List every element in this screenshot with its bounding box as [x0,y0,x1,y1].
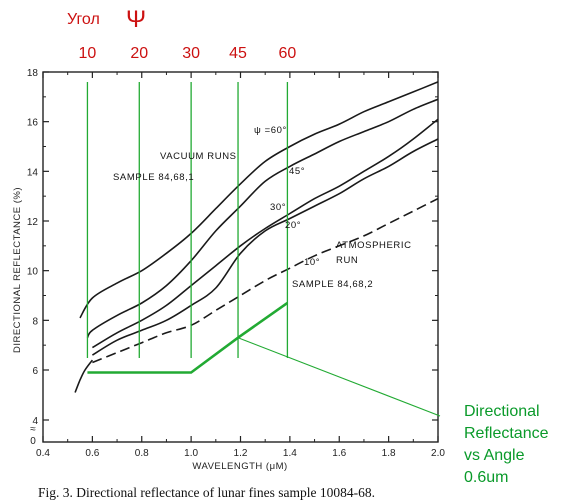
overlay-line [87,301,441,417]
series-label-45: 45° [289,166,305,177]
series-line-3 [91,138,439,356]
curves [74,81,439,393]
note-line-3: vs Angle [464,447,525,464]
y-tick-label: 14 [27,167,39,178]
x-tick-label: 1.4 [283,448,297,459]
y-break-zero: 0 [30,436,36,447]
series-label-20: 20° [285,220,301,231]
note-line-2: Reflectance [464,425,549,442]
y-tick-label: 8 [32,316,38,327]
x-tick-label: 2.0 [431,448,445,459]
y-break-symbol: ≈ [30,424,36,435]
series-label-60: ψ =60° [254,125,287,136]
y-tick-label: 18 [27,68,39,79]
y-tick-label: 4 [32,416,38,427]
x-tick-label: 0.8 [135,448,149,459]
overlay-polyline [87,301,289,374]
tick-labels: 0.4 0.6 0.8 1.0 1.2 1.4 1.6 1.8 2.0 4 6 8 10 12 14 16 18 [27,68,446,459]
angle-header-label: Угол [67,11,100,28]
figure-caption: Fig. 3. Directional reflectance of lunar… [38,485,375,500]
annotation-sample-2: SAMPLE 84,68,2 [292,279,373,290]
note-connector-line [237,337,441,417]
series-line-1 [86,98,439,339]
angle-guides [86,82,289,358]
y-tick-label: 16 [27,118,39,129]
x-tick-label: 0.6 [85,448,99,459]
x-tick-label: 0.4 [36,448,50,459]
series-label-30: 30° [270,202,286,213]
series-label-10: 10° [304,257,320,268]
base-curve-line [74,359,94,393]
x-tick-label: 1.0 [184,448,198,459]
note-line-4: 0.6um [464,469,508,486]
plot-frame [42,71,439,443]
psi-symbol: Ψ [126,6,146,33]
y-tick-label: 6 [32,366,38,377]
angle-label: 60 [279,45,297,62]
annotation-vacuum-runs: VACUUM RUNS [160,151,237,162]
angle-label: 30 [182,45,200,62]
x-axis-title: WAVELENGTH (μM) [192,461,287,472]
series-line-0 [79,81,439,319]
annotation-sample-1: SAMPLE 84,68,1 [113,172,194,183]
annotation-atmospheric: ATMOSPHERIC [336,240,412,251]
note-line-1: Directional [464,403,540,420]
annotation-run: RUN [336,255,358,266]
y-axis-title: DIRECTIONAL REFLECTANCE (%) [12,187,23,353]
x-tick-label: 1.2 [234,448,248,459]
angle-label: 45 [229,45,247,62]
x-tick-label: 1.6 [332,448,346,459]
y-tick-label: 10 [27,267,39,278]
angle-label: 20 [130,45,148,62]
x-tick-label: 1.8 [382,448,396,459]
axis-ticks [42,71,439,442]
y-tick-label: 12 [27,217,39,228]
series-line-4 [92,197,439,364]
angle-label: 10 [79,45,97,62]
series-line-2 [91,118,439,349]
angle-labels: 10 20 30 45 60 [79,45,297,62]
